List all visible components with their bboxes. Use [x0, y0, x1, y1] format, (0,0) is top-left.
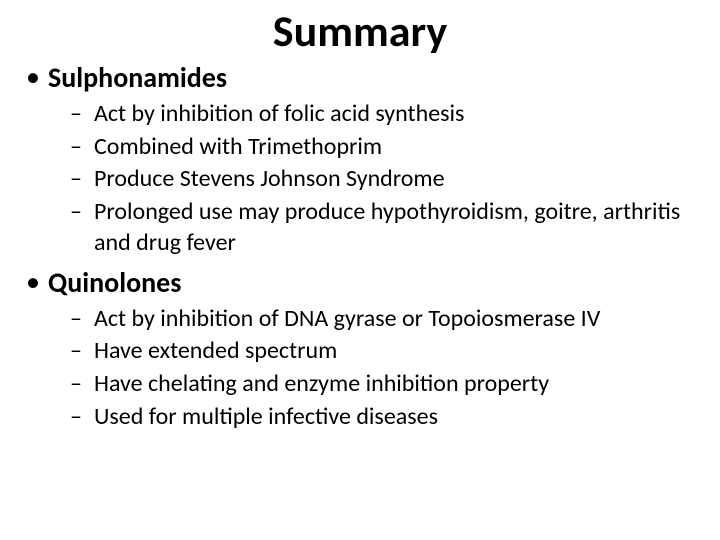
section-heading: Sulphonamides [48, 60, 227, 95]
point-item: Act by inhibition of DNA gyrase or Topoi… [70, 304, 700, 335]
point-item: Act by inhibition of folic acid synthesi… [70, 99, 700, 130]
sub-bullet-list: Act by inhibition of folic acid synthesi… [48, 99, 700, 259]
slide-title: Summary [20, 4, 700, 58]
sub-bullet-list: Act by inhibition of DNA gyrase or Topoi… [48, 304, 700, 433]
bullet-list: Sulphonamides Act by inhibition of folic… [20, 60, 700, 432]
point-item: Have chelating and enzyme inhibition pro… [70, 369, 700, 400]
point-item: Combined with Trimethoprim [70, 132, 700, 163]
point-item: Used for multiple infective diseases [70, 402, 700, 433]
point-item: Prolonged use may produce hypothyroidism… [70, 197, 700, 258]
section-item: Quinolones Act by inhibition of DNA gyra… [20, 265, 700, 433]
section-item: Sulphonamides Act by inhibition of folic… [20, 60, 700, 259]
slide-container: Summary Sulphonamides Act by inhibition … [0, 0, 720, 540]
point-item: Produce Stevens Johnson Syndrome [70, 164, 700, 195]
section-heading: Quinolones [48, 265, 181, 300]
point-item: Have extended spectrum [70, 336, 700, 367]
